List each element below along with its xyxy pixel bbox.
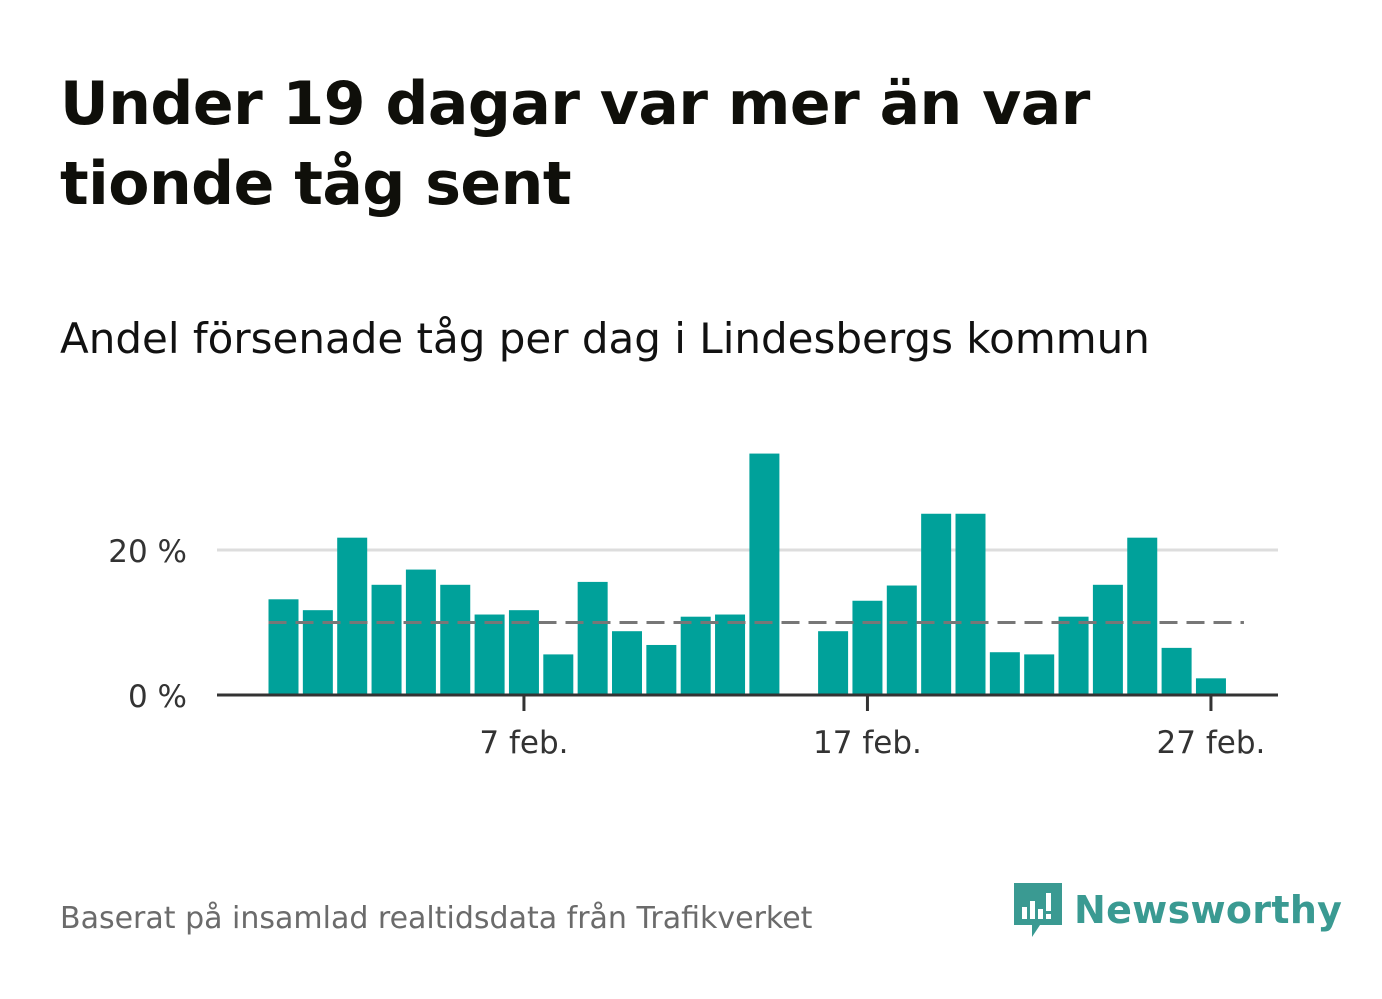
bar	[268, 599, 299, 695]
y-tick-label: 0 %	[128, 679, 187, 715]
bar	[989, 652, 1020, 695]
bar	[1024, 654, 1055, 695]
brand-name: Newsworthy	[1074, 888, 1343, 932]
brand-logo[interactable]: Newsworthy	[1010, 878, 1342, 942]
bar	[749, 453, 780, 695]
bar	[646, 644, 677, 695]
chart-title: Under 19 dagar var mer än var tionde tåg…	[60, 69, 1090, 219]
bar	[371, 584, 402, 695]
bar	[886, 585, 917, 695]
bar	[302, 610, 333, 695]
bar	[543, 654, 574, 695]
bar	[921, 513, 952, 695]
source-note: Baserat på insamlad realtidsdata från Tr…	[60, 901, 813, 936]
bar	[715, 614, 746, 695]
bar	[1161, 647, 1192, 695]
bar	[955, 513, 986, 695]
bar	[508, 610, 539, 695]
bar	[1195, 678, 1226, 695]
x-tick-label: 27 feb.	[1157, 725, 1266, 761]
x-tick-label: 7 feb.	[479, 725, 568, 761]
bar	[1092, 584, 1123, 695]
bar	[405, 569, 436, 695]
bar	[818, 631, 849, 695]
bar	[1127, 537, 1158, 695]
bar	[1058, 616, 1089, 695]
y-tick-label: 20 %	[108, 534, 187, 570]
bar	[680, 616, 711, 695]
bar	[852, 600, 883, 695]
newsworthy-logo-icon	[1014, 883, 1062, 937]
bar	[337, 537, 368, 695]
bar	[474, 614, 505, 695]
x-tick-label: 17 feb.	[813, 725, 922, 761]
bar	[612, 631, 642, 695]
chart-subtitle: Andel försenade tåg per dag i Lindesberg…	[60, 314, 1150, 363]
bar	[440, 584, 471, 695]
bar	[577, 581, 608, 695]
